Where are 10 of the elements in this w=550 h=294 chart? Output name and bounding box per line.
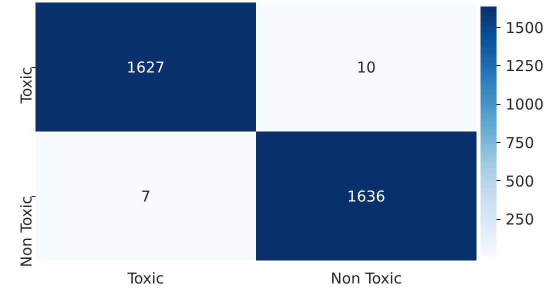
- color-bar-label: 1500: [506, 18, 544, 37]
- color-bar-label: 750: [506, 134, 534, 152]
- color-bar-label: 250: [506, 210, 534, 229]
- data-label: 1627: [126, 58, 165, 76]
- data-label: 1636: [347, 188, 386, 206]
- color-bar-label: 500: [506, 172, 534, 190]
- data-label: 10: [356, 58, 376, 76]
- data-label: 7: [140, 188, 151, 206]
- color-bar-label: 1250: [506, 57, 544, 76]
- color-bar-label: 1000: [506, 96, 544, 114]
